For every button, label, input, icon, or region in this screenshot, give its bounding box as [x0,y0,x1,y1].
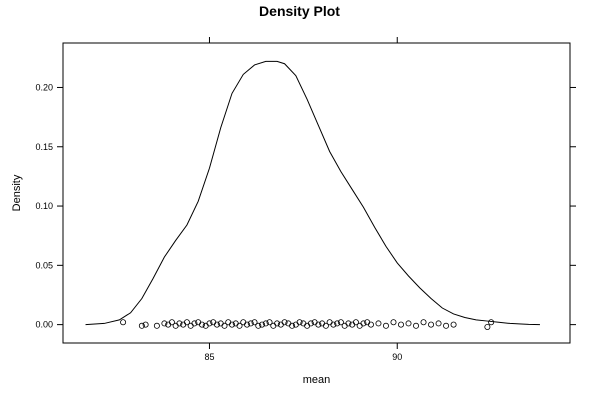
y-tick-label: 0.10 [35,201,53,211]
rug-point [382,322,389,329]
rug-point [488,319,495,326]
rug-point [236,322,243,329]
plot-frame [62,42,571,344]
rug-point [352,319,359,326]
rug-point [341,322,348,329]
rug-point [142,321,149,328]
rug-point [443,322,450,329]
rug-point [450,321,457,328]
rug-point [270,322,277,329]
y-axis-label: Density [11,174,23,211]
density-curve [85,60,540,326]
rug-point [187,322,194,329]
y-tick-label: 0.05 [35,260,53,270]
rug-point [281,319,288,326]
rug-point [484,323,491,330]
rug-point [289,322,296,329]
rug-point [435,320,442,327]
rug-point [405,320,412,327]
rug-point [247,320,254,327]
rug-point [390,319,397,326]
rug-point [259,321,266,328]
rug-point [315,321,322,328]
rug-point [326,319,333,326]
rug-point [153,322,160,329]
rug-point [274,320,281,327]
rug-point [330,321,337,328]
chart-title: Density Plot [259,3,340,19]
rug-point [420,319,427,326]
rug-point [262,320,269,327]
y-tick-label: 0.15 [35,142,53,152]
rug-point [168,319,175,326]
rug-point [172,322,179,329]
rug-point [198,321,205,328]
rug-point [206,320,213,327]
rug-point [304,322,311,329]
rug-point [428,321,435,328]
x-tick-label: 90 [392,352,402,362]
y-tick-label: 0.00 [35,320,53,330]
rug-point [413,322,420,329]
y-axis: 0.00 0.05 0.10 0.15 0.20 [35,82,576,330]
rug-point [375,320,382,327]
rug-point [337,319,344,326]
rug-point [176,320,183,327]
rug-point [296,319,303,326]
rug-point [161,320,168,327]
rug-points [120,319,495,330]
rug-point [367,321,374,328]
rug-point [266,319,273,326]
rug-point [255,322,262,329]
x-tick-label: 85 [204,352,214,362]
rug-point [334,320,341,327]
rug-point [228,321,235,328]
rug-point [307,320,314,327]
rug-point [240,319,247,326]
y-tick-label: 0.20 [35,82,53,92]
rug-point [356,322,363,329]
rug-point [244,321,251,328]
rug-point [191,320,198,327]
rug-point [322,322,329,329]
rug-point [251,319,258,326]
x-axis-label: mean [303,374,331,386]
rug-point [183,319,190,326]
rug-point [397,321,404,328]
rug-point [225,319,232,326]
x-axis: 85 90 [204,37,402,362]
rug-point [213,321,220,328]
rug-point [360,320,367,327]
rug-point [138,322,145,329]
rug-point [221,322,228,329]
rug-point [345,320,352,327]
rug-point [120,319,127,326]
